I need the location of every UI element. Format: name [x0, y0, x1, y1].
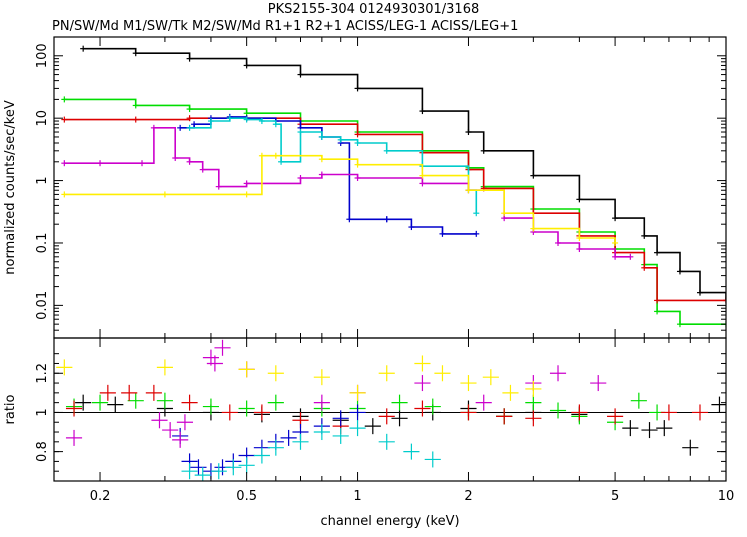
x-tick-label: 10: [718, 489, 735, 504]
spectrum-series: [61, 115, 726, 304]
x-tick-label: 1: [353, 489, 361, 504]
chart-subtitle: PN/SW/Md M1/SW/Tk M2/SW/Md R1+1 R2+1 ACI…: [52, 19, 519, 34]
spectrum-series: [61, 152, 619, 246]
ratio-series: [56, 355, 542, 401]
ratio-frame: [53, 337, 727, 482]
y-tick-label: 1: [35, 176, 50, 184]
y-tick-label: 0.1: [35, 233, 50, 254]
spectrum-series-line: [64, 117, 726, 302]
y-tick-label: 1.2: [35, 363, 50, 384]
x-tick-label: 0.2: [90, 489, 111, 504]
spectrum-series-line: [189, 117, 478, 214]
x-axis-label: channel energy (keV): [320, 514, 459, 529]
ratio-series: [65, 384, 709, 435]
spectrum-data: [61, 45, 726, 328]
x-tick-label: 5: [611, 489, 619, 504]
y-tick-label: 0.01: [35, 291, 50, 320]
ratio-y-axis-label: ratio: [3, 394, 18, 424]
y-tick-label: 0.8: [35, 441, 50, 462]
ratio-series: [65, 339, 607, 448]
spectrum-panel: 0.01 0.1 1 10 100 normalized counts/sec/keV: [3, 36, 727, 339]
ratio-series: [75, 394, 726, 456]
x-tick-label: 0.5: [236, 489, 257, 504]
ratio-series: [181, 420, 441, 481]
ratio-panel: 0.8 1 1.2 ratio: [3, 337, 727, 482]
y-tick-label: 1: [35, 408, 50, 416]
spectrum-frame: [53, 36, 727, 339]
spectrum-series: [80, 45, 726, 304]
spectrum-series: [61, 124, 634, 260]
ratio-series: [65, 392, 666, 431]
ratio-series: [172, 404, 366, 480]
spectrum-series: [186, 115, 480, 217]
spectrum-series-line: [64, 127, 631, 258]
x-tick-label: 2: [464, 489, 472, 504]
y-tick-label: 10: [35, 110, 50, 127]
spectrum-series-line: [64, 154, 616, 243]
chart-title: PKS2155-304 0124930301/3168: [267, 2, 480, 17]
spectrum-y-axis-label: normalized counts/sec/keV: [3, 100, 18, 275]
y-tick-label: 100: [35, 43, 50, 68]
spectrum-series-line: [64, 98, 726, 325]
ratio-data: [56, 339, 726, 481]
spectrum-series-line: [83, 47, 726, 301]
spectrum-series: [61, 96, 726, 328]
